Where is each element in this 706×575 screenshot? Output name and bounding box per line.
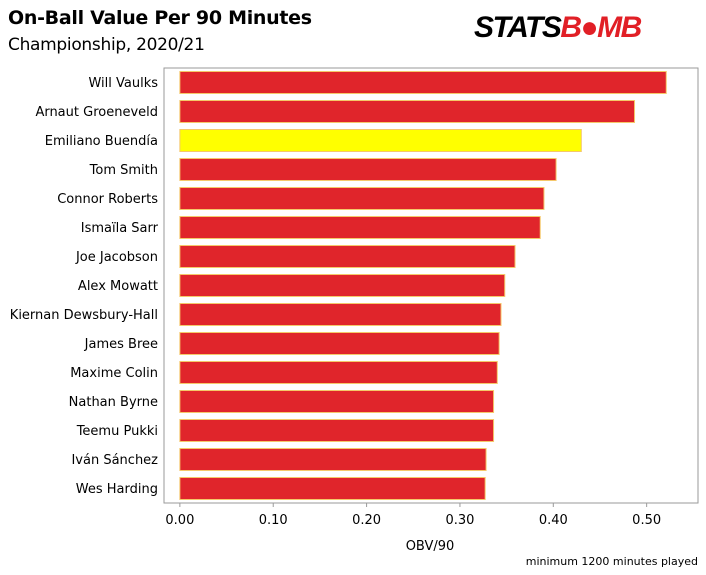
- x-tick-label: 0.10: [259, 513, 288, 528]
- bar: [179, 158, 557, 181]
- statsbomb-logo: STATSB●MB: [474, 10, 642, 46]
- logo-text-main: STATS: [474, 11, 562, 44]
- category-label: Maxime Colin: [70, 366, 158, 381]
- category-label: Arnaut Groeneveld: [35, 105, 158, 120]
- bar: [179, 448, 487, 471]
- bar: [179, 71, 667, 94]
- chart-title: On-Ball Value Per 90 Minutes: [8, 7, 312, 29]
- category-label: Nathan Byrne: [69, 395, 158, 410]
- bar: [179, 303, 502, 326]
- x-tick-label: 0.20: [352, 513, 381, 528]
- bar: [179, 419, 495, 442]
- bar: [179, 129, 582, 152]
- x-tick-label: 0.40: [539, 513, 568, 528]
- bar: [179, 216, 541, 239]
- bar: [179, 187, 545, 210]
- bar: [179, 274, 506, 297]
- category-label: Connor Roberts: [57, 192, 158, 207]
- category-label: Ismaïla Sarr: [81, 221, 159, 236]
- category-label: Tom Smith: [89, 163, 158, 178]
- category-label: James Bree: [84, 337, 158, 352]
- category-label: Kiernan Dewsbury-Hall: [10, 308, 158, 323]
- x-tick-label: 0.50: [632, 513, 661, 528]
- x-tick-label: 0.00: [165, 513, 194, 528]
- category-label: Emiliano Buendía: [45, 134, 158, 149]
- category-label: Iván Sánchez: [71, 453, 158, 468]
- category-label: Joe Jacobson: [75, 250, 158, 265]
- bar: [179, 332, 500, 355]
- footnote: minimum 1200 minutes played: [525, 555, 698, 568]
- category-label: Teemu Pukki: [76, 424, 158, 439]
- category-label: Alex Mowatt: [78, 279, 158, 294]
- bar: [179, 477, 486, 500]
- bar: [179, 361, 498, 384]
- bar: [179, 100, 636, 123]
- chart-subtitle: Championship, 2020/21: [8, 35, 205, 55]
- logo-text-accent: B●MB: [560, 11, 642, 44]
- plot-frame: [163, 67, 699, 504]
- bar: [179, 390, 495, 413]
- bar: [179, 245, 516, 268]
- x-axis-label: OBV/90: [406, 539, 455, 554]
- category-label: Wes Harding: [76, 482, 158, 497]
- x-tick-label: 0.30: [445, 513, 474, 528]
- category-label: Will Vaulks: [88, 76, 158, 91]
